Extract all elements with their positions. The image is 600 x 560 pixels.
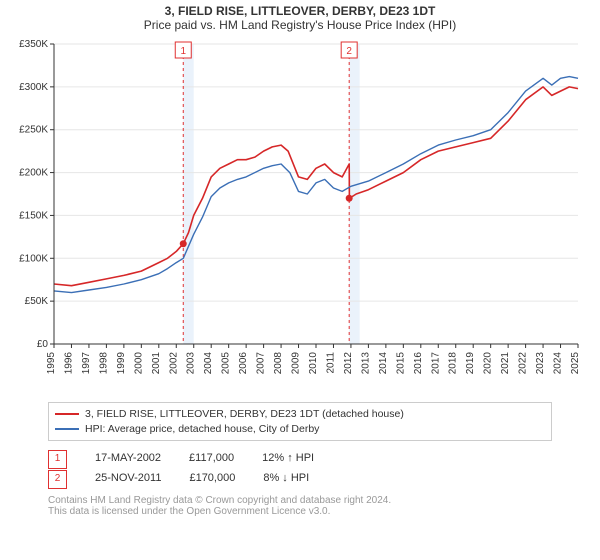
transaction-price: £170,000 [189,469,235,489]
svg-text:2016: 2016 [413,352,424,375]
svg-text:1995: 1995 [46,352,57,375]
svg-text:2: 2 [346,46,352,57]
svg-text:2011: 2011 [325,352,336,374]
svg-text:£0: £0 [37,339,49,350]
svg-text:1998: 1998 [98,352,109,375]
marker-number: 1 [55,450,61,468]
svg-text:2025: 2025 [570,352,581,375]
svg-text:2008: 2008 [273,352,284,375]
svg-text:2022: 2022 [518,352,529,375]
svg-text:2002: 2002 [168,352,179,375]
svg-text:£200K: £200K [19,168,48,179]
transaction-row: 2 25-NOV-2011 £170,000 8% ↓ HPI [48,469,552,489]
svg-text:2024: 2024 [553,352,564,375]
transaction-delta: 12% ↑ HPI [262,449,314,469]
legend-label: 3, FIELD RISE, LITTLEOVER, DERBY, DE23 1… [85,407,404,422]
transaction-date: 17-MAY-2002 [95,449,161,469]
svg-text:£150K: £150K [19,210,48,221]
transaction-date: 25-NOV-2011 [95,469,161,489]
chart-svg: £0 £50K £100K £150K £200K £250K £300K £350K 1995… [12,36,588,396]
svg-text:1997: 1997 [81,352,92,375]
svg-text:1: 1 [180,46,186,57]
marker-box: 1 [48,450,67,469]
footnote-line: Contains HM Land Registry data © Crown c… [48,495,552,506]
svg-text:1996: 1996 [63,352,74,375]
transactions-table: 1 17-MAY-2002 £117,000 12% ↑ HPI 2 25-NO… [48,449,552,489]
footnote: Contains HM Land Registry data © Crown c… [48,495,552,517]
svg-text:£250K: £250K [19,125,48,136]
svg-text:2012: 2012 [343,352,354,375]
marker-number: 2 [55,470,61,488]
svg-text:2013: 2013 [360,352,371,375]
svg-text:2009: 2009 [291,352,302,375]
svg-text:2004: 2004 [203,352,214,375]
svg-text:2003: 2003 [186,352,197,375]
svg-text:£300K: £300K [19,82,48,93]
svg-text:2000: 2000 [133,352,144,375]
footnote-line: This data is licensed under the Open Gov… [48,506,552,517]
legend-label: HPI: Average price, detached house, City… [85,422,319,437]
svg-text:2019: 2019 [465,352,476,375]
svg-text:2018: 2018 [448,352,459,375]
svg-text:2014: 2014 [378,352,389,375]
marker-box: 2 [48,470,67,489]
svg-text:£100K: £100K [19,253,48,264]
svg-text:2023: 2023 [535,352,546,375]
svg-text:2015: 2015 [395,352,406,375]
legend-swatch [55,413,79,415]
legend: 3, FIELD RISE, LITTLEOVER, DERBY, DE23 1… [48,402,552,441]
svg-text:2017: 2017 [430,352,441,375]
transaction-price: £117,000 [189,449,234,469]
chart-area: £0 £50K £100K £150K £200K £250K £300K £350K 1995… [12,36,588,396]
svg-text:2021: 2021 [500,352,511,375]
chart-titles: 3, FIELD RISE, LITTLEOVER, DERBY, DE23 1… [0,0,600,32]
legend-item: HPI: Average price, detached house, City… [55,422,545,437]
legend-item: 3, FIELD RISE, LITTLEOVER, DERBY, DE23 1… [55,407,545,422]
chart-title-desc: Price paid vs. HM Land Registry's House … [0,18,600,32]
svg-text:2010: 2010 [308,352,319,375]
svg-text:2005: 2005 [221,352,232,375]
svg-text:2001: 2001 [151,352,162,375]
legend-swatch [55,428,79,430]
chart-title-address: 3, FIELD RISE, LITTLEOVER, DERBY, DE23 1… [0,4,600,18]
svg-text:1999: 1999 [116,352,127,375]
svg-text:2006: 2006 [238,352,249,375]
transaction-row: 1 17-MAY-2002 £117,000 12% ↑ HPI [48,449,552,469]
svg-text:£50K: £50K [25,296,49,307]
transaction-delta: 8% ↓ HPI [263,469,309,489]
svg-text:2007: 2007 [256,352,267,375]
svg-text:£350K: £350K [19,39,48,50]
svg-text:2020: 2020 [483,352,494,375]
